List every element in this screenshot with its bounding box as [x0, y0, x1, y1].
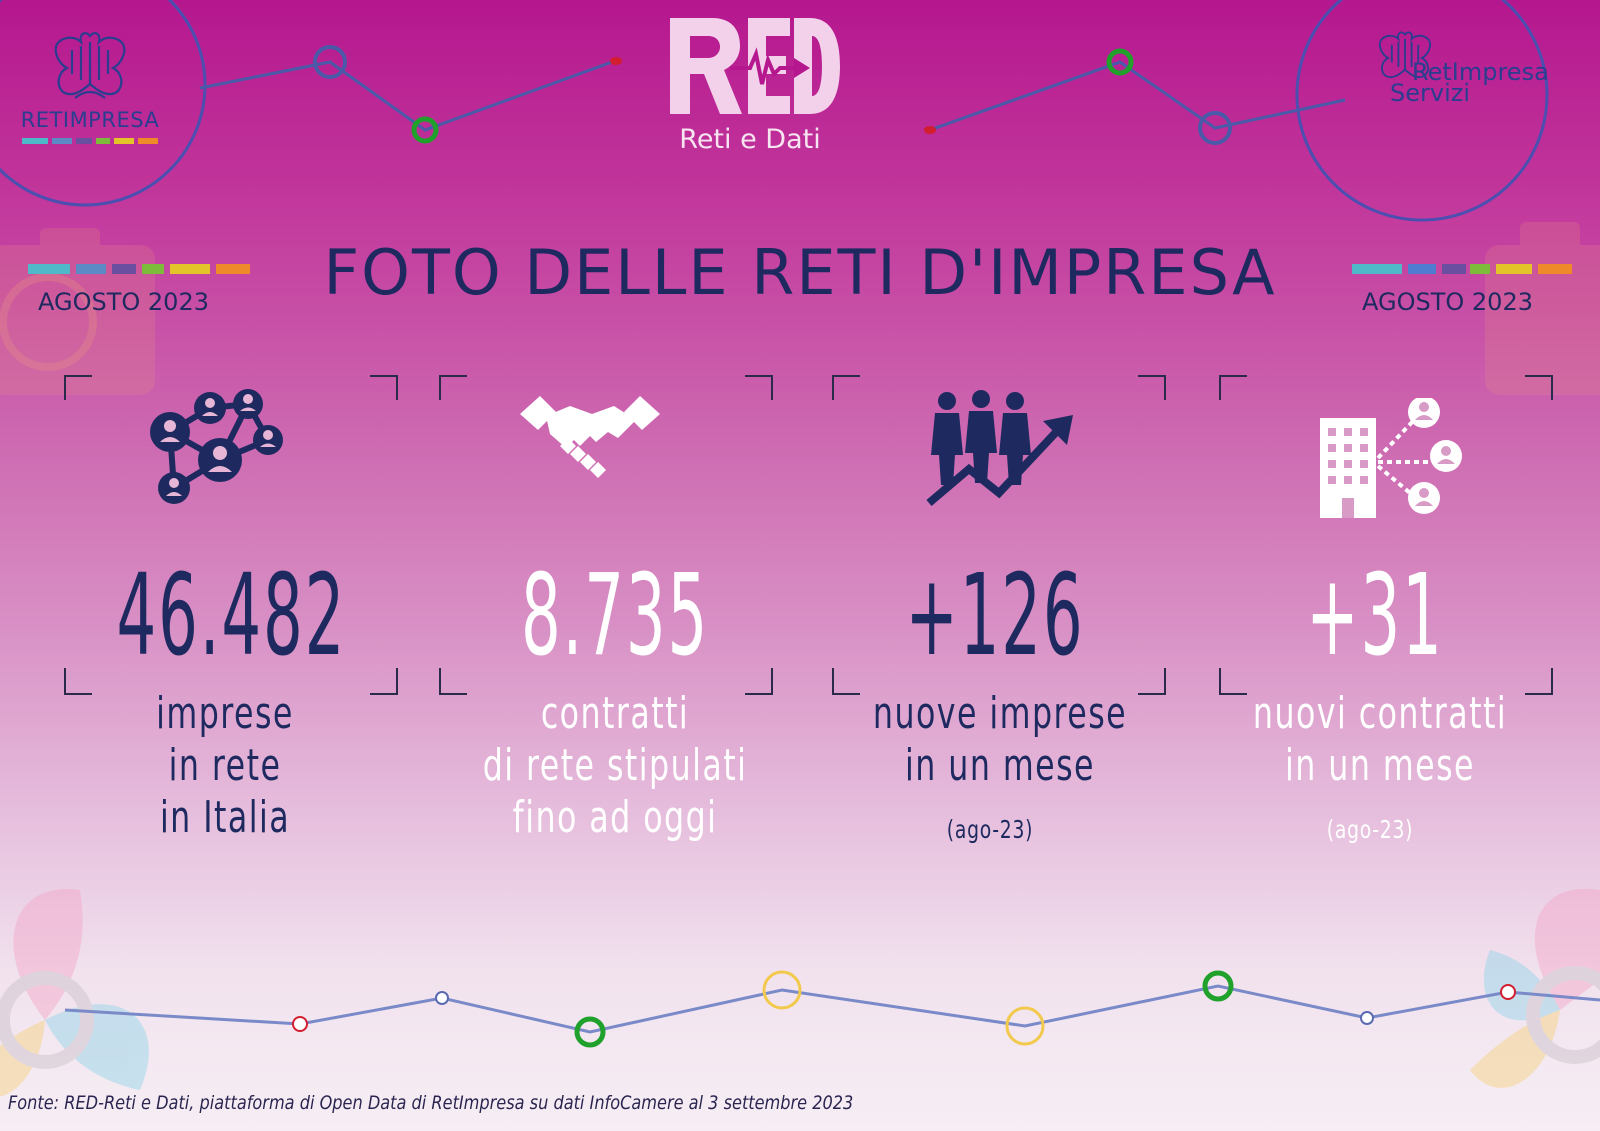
stat-value-nuovi-contratti: +31 — [1306, 551, 1444, 681]
retimpresa-servizi-logo-text: RetImpresa Servizi — [1390, 58, 1549, 105]
bottom-red-node-1 — [292, 1016, 308, 1032]
bottom-yellow-node-1 — [762, 970, 802, 1010]
left-color-bar — [28, 264, 250, 274]
stat-label-line: in un mese — [905, 740, 1095, 791]
bottom-green-node-1 — [574, 1016, 606, 1048]
stat-label-line: nuove imprese — [872, 688, 1128, 739]
stat-period-nuovi-contratti: (ago-23) — [1326, 815, 1414, 844]
retimpresa-logo-color-bar — [22, 138, 158, 144]
page-title: FOTO DELLE RETI D'IMPRESA — [323, 236, 1277, 309]
stat-label-line: in rete — [168, 740, 282, 791]
stat-frame-brackets — [64, 375, 1553, 695]
date-label-right: AGOSTO 2023 — [1362, 288, 1533, 316]
bottom-node-2 — [1360, 1011, 1374, 1025]
right-camera-watermark — [1485, 222, 1600, 395]
stat-label-line: imprese — [156, 688, 294, 739]
stat-value-imprese-in-rete: 46.482 — [116, 551, 347, 681]
left-camera-lens — [0, 273, 97, 371]
stat-label-line: contratti — [540, 688, 690, 739]
retimpresa-servizi-line2: Servizi — [1390, 79, 1471, 107]
retimpresa-eagle-logo — [54, 32, 126, 99]
top-left-red-node — [610, 57, 622, 65]
stat-period-nuove-imprese: (ago-23) — [946, 815, 1034, 844]
handshake-icon — [520, 396, 660, 478]
top-right-red-node — [924, 126, 936, 134]
stat-label-line: di rete stipulati — [482, 740, 748, 791]
stat-label-line: in Italia — [159, 792, 291, 843]
top-left-node — [313, 45, 347, 79]
bottom-right-pinwheel — [1470, 888, 1600, 1088]
retimpresa-logo-text: RETIMPRESA — [20, 108, 160, 132]
red-logo — [670, 18, 840, 114]
network-people-icon — [150, 389, 283, 504]
people-growth-icon — [926, 390, 1073, 507]
building-network-icon — [1320, 398, 1462, 518]
stat-value-nuove-imprese: +126 — [905, 551, 1085, 681]
date-label-left: AGOSTO 2023 — [38, 288, 209, 316]
top-left-green-node — [411, 116, 439, 144]
bottom-connector — [64, 984, 1600, 1034]
retimpresa-servizi-eagle-logo — [1378, 31, 1432, 79]
left-camera-watermark — [0, 228, 155, 395]
right-color-bar — [1352, 264, 1572, 274]
stat-label-line: fino ad oggi — [512, 792, 718, 843]
stat-label-contratti: contratti di rete stipulati fino ad oggi — [475, 688, 756, 844]
retimpresa-servizi-line1: RetImpresa — [1412, 58, 1549, 86]
bottom-left-pinwheel — [0, 889, 149, 1097]
bottom-yellow-node-2 — [1005, 1006, 1045, 1046]
bottom-node-1 — [435, 991, 449, 1005]
top-left-connector — [199, 60, 613, 132]
top-right-node — [1198, 111, 1232, 145]
stat-value-contratti: 8.735 — [520, 551, 710, 681]
left-logo-circle — [0, 0, 207, 207]
stat-label-nuove-imprese: nuove imprese in un mese — [856, 688, 1144, 792]
stat-label-line: nuovi contratti — [1252, 688, 1508, 739]
top-right-green-node — [1106, 48, 1134, 76]
red-logo-subtitle: Reti e Dati — [679, 124, 821, 155]
bottom-red-node-2 — [1500, 984, 1516, 1000]
stat-label-imprese-in-rete: imprese in rete in Italia — [99, 688, 351, 844]
stat-label-line: in un mese — [1285, 740, 1475, 791]
stat-label-nuovi-contratti: nuovi contratti in un mese — [1236, 688, 1524, 792]
top-right-connector — [929, 60, 1346, 132]
bottom-green-node-2 — [1202, 970, 1234, 1002]
right-logo-circle — [1295, 0, 1549, 222]
source-footnote: Fonte: RED-Reti e Dati, piattaforma di O… — [8, 1092, 854, 1114]
